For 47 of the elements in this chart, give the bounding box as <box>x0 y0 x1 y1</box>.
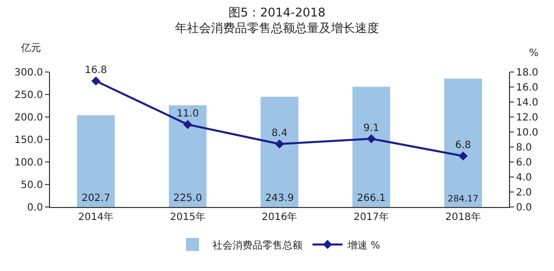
y2-tick-label: 6.0 <box>516 158 532 168</box>
y-tick-label: 100.0 <box>14 158 43 168</box>
x-tick-label: 2014年 <box>78 211 114 223</box>
y2-tick-label: 0.0 <box>516 202 532 214</box>
x-tick-label: 2018年 <box>445 211 481 223</box>
y2-tick-label: 18.0 <box>516 68 538 78</box>
point <box>366 134 376 144</box>
legend-label: 社会消费品零售总额 <box>212 239 302 252</box>
y2-tick-label: 8.0 <box>516 142 532 154</box>
y-tick-label: 250.0 <box>14 90 43 101</box>
bar <box>352 86 390 207</box>
data-label: 16.8 <box>84 65 108 76</box>
y2-tick-label: 10.0 <box>516 128 538 138</box>
bar <box>260 96 298 207</box>
data-label: 225.0 <box>173 193 202 204</box>
legend-label: 增速 % <box>346 239 380 252</box>
chart-title: 图5：2014-2018 年社会消费品零售总额总量及增长速度 <box>175 5 379 35</box>
data-label: 11.0 <box>176 108 199 120</box>
data-label: 202.7 <box>82 193 110 204</box>
y-tick-label: 0.0 <box>27 202 43 214</box>
y2-tick-label: 2.0 <box>516 188 532 198</box>
y-tick-label: 150.0 <box>14 135 43 146</box>
point <box>183 120 192 130</box>
bar <box>77 115 115 207</box>
point <box>91 76 100 86</box>
y-tick-label: 50.0 <box>20 180 43 191</box>
y2-tick-label: 16.0 <box>516 82 538 94</box>
data-label: 8.4 <box>272 128 288 140</box>
data-label: 6.8 <box>455 140 472 152</box>
point <box>274 139 284 149</box>
bar <box>444 78 482 207</box>
x-tick-label: 2015年 <box>170 211 206 223</box>
y2-axis-title: % <box>529 48 539 59</box>
y-axis-title: 亿元 <box>20 43 41 54</box>
point <box>458 151 468 161</box>
data-label: 243.9 <box>265 193 294 204</box>
data-label: 284.17 <box>448 194 478 204</box>
bar <box>168 105 207 207</box>
x-tick-label: 2016年 <box>262 211 298 223</box>
data-label: 9.1 <box>363 122 380 134</box>
y-tick-label: 300.0 <box>14 68 43 78</box>
y2-tick-label: 12.0 <box>516 112 538 124</box>
y2-tick-label: 4.0 <box>516 172 532 184</box>
data-label: 266.1 <box>356 193 386 204</box>
x-tick-label: 2017年 <box>354 211 390 223</box>
y-tick-label: 200.0 <box>14 112 43 124</box>
y2-tick-label: 14.0 <box>516 98 538 108</box>
